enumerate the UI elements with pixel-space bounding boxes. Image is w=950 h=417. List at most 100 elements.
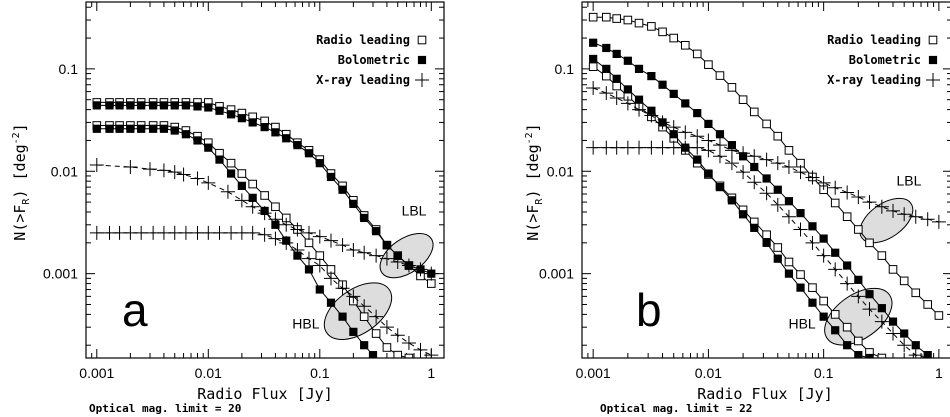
series-6-point: [134, 225, 149, 240]
series-4-point: [137, 124, 146, 133]
svg-text:N(>FR) [deg-2]: N(>FR) [deg-2]: [524, 123, 545, 240]
series-6-point: [701, 143, 716, 158]
series-5-point: [156, 163, 171, 178]
series-6-point: [678, 140, 693, 155]
series-5-point: [793, 165, 808, 180]
series-6-point: [886, 326, 901, 341]
series-5-point: [897, 207, 912, 222]
series-4-point: [831, 326, 840, 335]
series-1-point: [426, 279, 436, 288]
series-5-line: [96, 164, 432, 275]
series-2-point: [137, 101, 146, 110]
series-6-point: [862, 302, 877, 317]
series-2-point: [149, 101, 158, 110]
series-5-point: [770, 156, 785, 171]
series-5-point: [201, 175, 216, 190]
series-4-point: [126, 124, 135, 133]
panel-a-footnote: Optical mag. limit = 20: [89, 402, 241, 415]
series-1-point: [704, 60, 713, 69]
series-2-point: [773, 185, 782, 194]
series-4-point: [796, 283, 805, 292]
series-1-point: [669, 33, 679, 43]
series-6-point: [759, 186, 774, 201]
legend-marker: [928, 55, 938, 65]
series-5-point: [908, 209, 923, 224]
series-6-point: [586, 140, 601, 155]
series-3-point: [226, 158, 236, 168]
series-6-point: [424, 348, 439, 358]
series-5-point: [323, 233, 338, 248]
series-3-point: [588, 62, 598, 72]
series-6-point: [908, 348, 923, 358]
series-4-point: [237, 181, 246, 190]
series-4-point: [360, 341, 369, 350]
series-6-point: [851, 289, 866, 304]
series-2-point: [784, 197, 794, 206]
series-6-point: [369, 309, 384, 324]
series-6-point: [357, 299, 372, 314]
series-5-point: [632, 102, 647, 117]
series-3-point: [382, 343, 392, 352]
series-4-point: [843, 341, 852, 350]
series-5-point: [346, 243, 361, 258]
series-5-point: [143, 162, 158, 177]
series-5-point: [123, 160, 138, 175]
series-2-point: [762, 174, 771, 183]
panel-b-frame: [581, 1, 950, 359]
series-6-point: [312, 258, 327, 273]
series-2-point: [304, 149, 314, 158]
series-5-point: [290, 222, 305, 237]
series-2-point: [349, 199, 358, 208]
legend-label: X-ray leading: [316, 73, 410, 87]
svg-text:N(>FR) [deg-2]: N(>FR) [deg-2]: [11, 123, 32, 240]
series-6-point: [897, 338, 912, 353]
series-1-point: [911, 288, 921, 298]
series-6-point: [874, 314, 889, 329]
series-5-point: [920, 212, 935, 227]
series-2-point: [159, 101, 169, 110]
series-5-point: [747, 149, 762, 164]
series-6-point: [828, 262, 843, 277]
series-2-point: [911, 341, 920, 350]
series-2-point: [693, 108, 702, 118]
series-5-point: [257, 206, 272, 221]
region-hbl-ellipse: [824, 287, 893, 346]
series-5-point: [413, 262, 428, 277]
region-hbl-ellipse: [323, 282, 393, 340]
series-5-point: [599, 86, 614, 101]
legend-marker: [417, 55, 427, 65]
series-5-point: [424, 266, 439, 281]
series-3-point: [877, 353, 887, 358]
series-6-point: [379, 320, 394, 335]
series-1-point: [692, 49, 702, 59]
series-1-point: [727, 83, 737, 92]
series-2-point: [808, 222, 817, 231]
series-2-point: [796, 209, 805, 218]
series-4-point: [105, 124, 114, 133]
series-2-point: [865, 290, 874, 299]
series-3-point: [773, 243, 783, 252]
series-6-point: [89, 225, 104, 240]
series-6-point: [920, 351, 935, 358]
series-2-point: [900, 329, 909, 338]
series-2-point: [612, 49, 621, 59]
series-2-point: [382, 241, 392, 250]
legend-label: Radio leading: [316, 33, 410, 47]
series-6-point: [268, 231, 283, 246]
series-2-point: [634, 64, 644, 73]
series-5-point: [781, 160, 796, 175]
series-3-point: [393, 350, 403, 358]
series-2-point: [589, 38, 598, 47]
legend-label: X-ray leading: [827, 73, 921, 87]
series-6-point: [290, 243, 305, 258]
panel-b-series: [586, 12, 946, 358]
legend-marker: [928, 35, 938, 45]
series-2-point: [282, 134, 291, 143]
panel-a-letter: a: [122, 284, 148, 336]
series-4-point: [92, 124, 101, 133]
series-6-point: [301, 251, 316, 266]
series-5-point: [268, 212, 283, 227]
series-5-point: [851, 190, 866, 205]
series-3-point: [304, 238, 314, 248]
